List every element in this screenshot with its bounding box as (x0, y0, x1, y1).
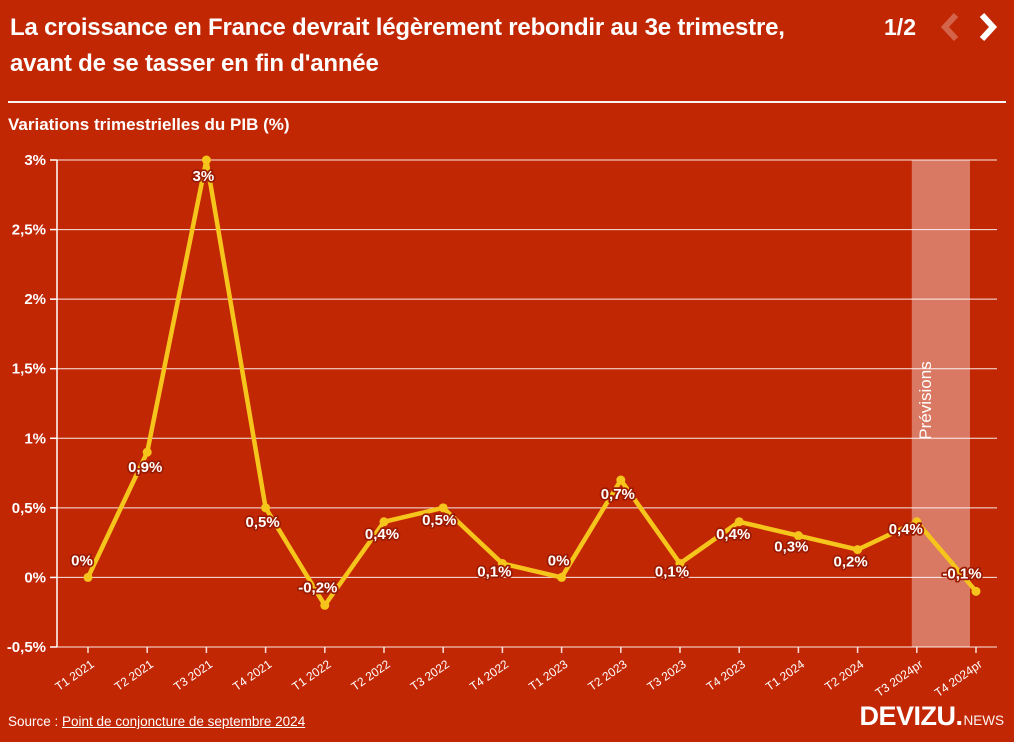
y-axis-tick-label: 3% (24, 152, 46, 169)
y-axis-tick-label: 0% (24, 569, 46, 586)
data-point (557, 572, 567, 582)
forecast-label: Prévisions (916, 361, 935, 439)
data-point-label: 0,1% (655, 564, 689, 581)
header: La croissance en France devrait légèreme… (0, 0, 1014, 82)
page-indicator: 1/2 (884, 13, 916, 40)
data-point-label: 0,5% (245, 514, 279, 531)
next-button[interactable] (978, 12, 998, 42)
pager: 1/2 (884, 12, 998, 42)
x-axis-tick-label: T4 2023 (704, 657, 748, 694)
data-point (379, 517, 389, 527)
data-point (912, 517, 922, 527)
data-point-label: -0,1% (942, 565, 981, 582)
brand-logo: DEVIZU. NEWS (859, 701, 1004, 732)
x-axis-tick-label: T1 2024 (763, 657, 807, 694)
data-point (261, 503, 271, 513)
x-axis-tick-label: T1 2022 (289, 657, 333, 694)
x-axis-tick-label: T2 2022 (349, 657, 393, 694)
brand-tld: NEWS (963, 713, 1005, 728)
brand-name: DEVIZU. (859, 701, 963, 731)
data-point (734, 517, 744, 527)
data-point (853, 545, 863, 555)
source-note: Source : Point de conjoncture de septemb… (8, 714, 305, 729)
data-labels: 0% 0,9% 3% 0,5% -0,2% 0,4% 0,5% 0,1% 0% 0,7% 0,1% 0… (69, 166, 983, 598)
data-point (83, 572, 93, 582)
page-title-line1: La croissance en France devrait légèreme… (10, 14, 785, 41)
x-axis-tick-label: T3 2024pr (873, 657, 926, 700)
data-point (971, 586, 981, 596)
data-point-label: 0,2% (833, 554, 867, 571)
page-title-line2: avant de se tasser en fin d'année (10, 50, 379, 77)
series-line (85, 157, 979, 608)
x-axis-tick-label: T4 2021 (230, 657, 274, 694)
y-axis-tick-label: 0,5% (12, 500, 46, 517)
x-axis: T1 2021 T2 2021 T3 2021 T4 2021 T1 2022 T2 20… (53, 647, 985, 700)
page-title: La croissance en France devrait légèreme… (10, 10, 880, 82)
x-axis-tick-label: T3 2023 (645, 657, 689, 694)
data-point-label: 3% (193, 168, 215, 185)
data-point (793, 531, 803, 541)
data-point-label: 0,7% (601, 486, 635, 503)
data-point (201, 155, 211, 165)
data-point-label: 0,4% (716, 526, 750, 543)
source-prefix: Source : (8, 714, 63, 729)
data-point-label: 0,4% (889, 521, 923, 538)
data-point-label: -0,2% (298, 579, 337, 596)
divider (8, 101, 1006, 103)
source-link[interactable]: Point de conjoncture de septembre 2024 (62, 714, 306, 729)
x-axis-tick-label: T1 2023 (526, 657, 570, 694)
chevron-left-icon (940, 12, 959, 42)
data-point (320, 600, 330, 610)
x-axis-tick-label: T3 2021 (171, 657, 215, 694)
y-axis-tick-label: 2,5% (12, 222, 46, 239)
prev-button[interactable] (940, 12, 960, 42)
x-axis-tick-label: T2 2021 (112, 657, 156, 694)
x-axis-tick-label: T3 2022 (408, 657, 452, 694)
y-axis-tick-label: 1% (24, 430, 46, 447)
gridlines: 3% 2,5% 2% 1,5% 1% 0,5% 0% -0,5% (7, 152, 997, 656)
data-point-label: 0,5% (422, 512, 456, 529)
data-point (616, 475, 626, 485)
data-point (142, 447, 152, 457)
data-point-label: 0% (548, 552, 570, 569)
data-point-label: 0,3% (774, 539, 808, 556)
data-points (83, 155, 981, 610)
chevron-right-icon (979, 12, 998, 42)
chart-title: Variations trimestrielles du PIB (%) (8, 115, 290, 134)
x-axis-tick-label: T1 2021 (53, 657, 97, 694)
y-axis-tick-label: 1,5% (12, 361, 46, 378)
x-axis-tick-label: T4 2022 (467, 657, 511, 694)
data-point (497, 559, 507, 569)
data-point-label: 0,1% (477, 564, 511, 581)
data-point-label: 0,9% (128, 459, 162, 476)
x-axis-tick-label: T2 2023 (585, 657, 629, 694)
data-point-label: 0,4% (365, 526, 399, 543)
y-axis-tick-label: 2% (24, 291, 46, 308)
x-axis-tick-label: T4 2024pr (932, 657, 985, 700)
data-point-label: 0% (71, 552, 93, 569)
x-axis-tick-label: T2 2024 (822, 657, 866, 694)
data-point (438, 503, 448, 513)
data-point (675, 559, 685, 569)
forecast-band (911, 160, 970, 647)
y-axis-tick-label: -0,5% (7, 639, 46, 656)
